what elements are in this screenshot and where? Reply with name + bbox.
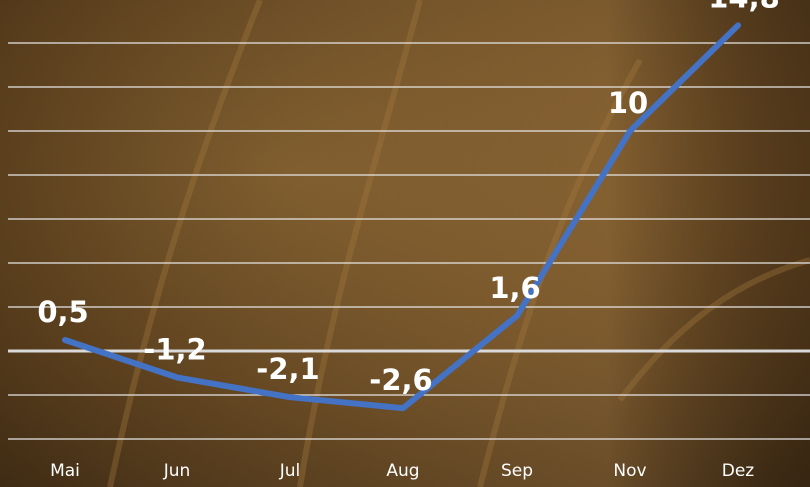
x-tick-label: Aug bbox=[386, 461, 419, 481]
data-label: -1,2 bbox=[143, 332, 206, 366]
data-label: 10 bbox=[608, 86, 648, 120]
data-label: 1,6 bbox=[489, 271, 540, 305]
series-line bbox=[62, 22, 741, 412]
data-label: 14,8 bbox=[708, 0, 780, 14]
wheat-stalks bbox=[107, 0, 810, 487]
x-tick-label: Jul bbox=[279, 461, 301, 481]
data-label: -2,6 bbox=[369, 363, 432, 397]
x-tick-label: Dez bbox=[722, 461, 755, 481]
x-tick-label: Mai bbox=[50, 461, 80, 481]
gridlines bbox=[8, 42, 810, 440]
x-tick-label: Jun bbox=[163, 461, 191, 481]
x-tick-label: Sep bbox=[501, 461, 533, 481]
data-label: 0,5 bbox=[37, 295, 88, 329]
data-label: -2,1 bbox=[256, 352, 319, 386]
x-tick-label: Nov bbox=[613, 461, 646, 481]
